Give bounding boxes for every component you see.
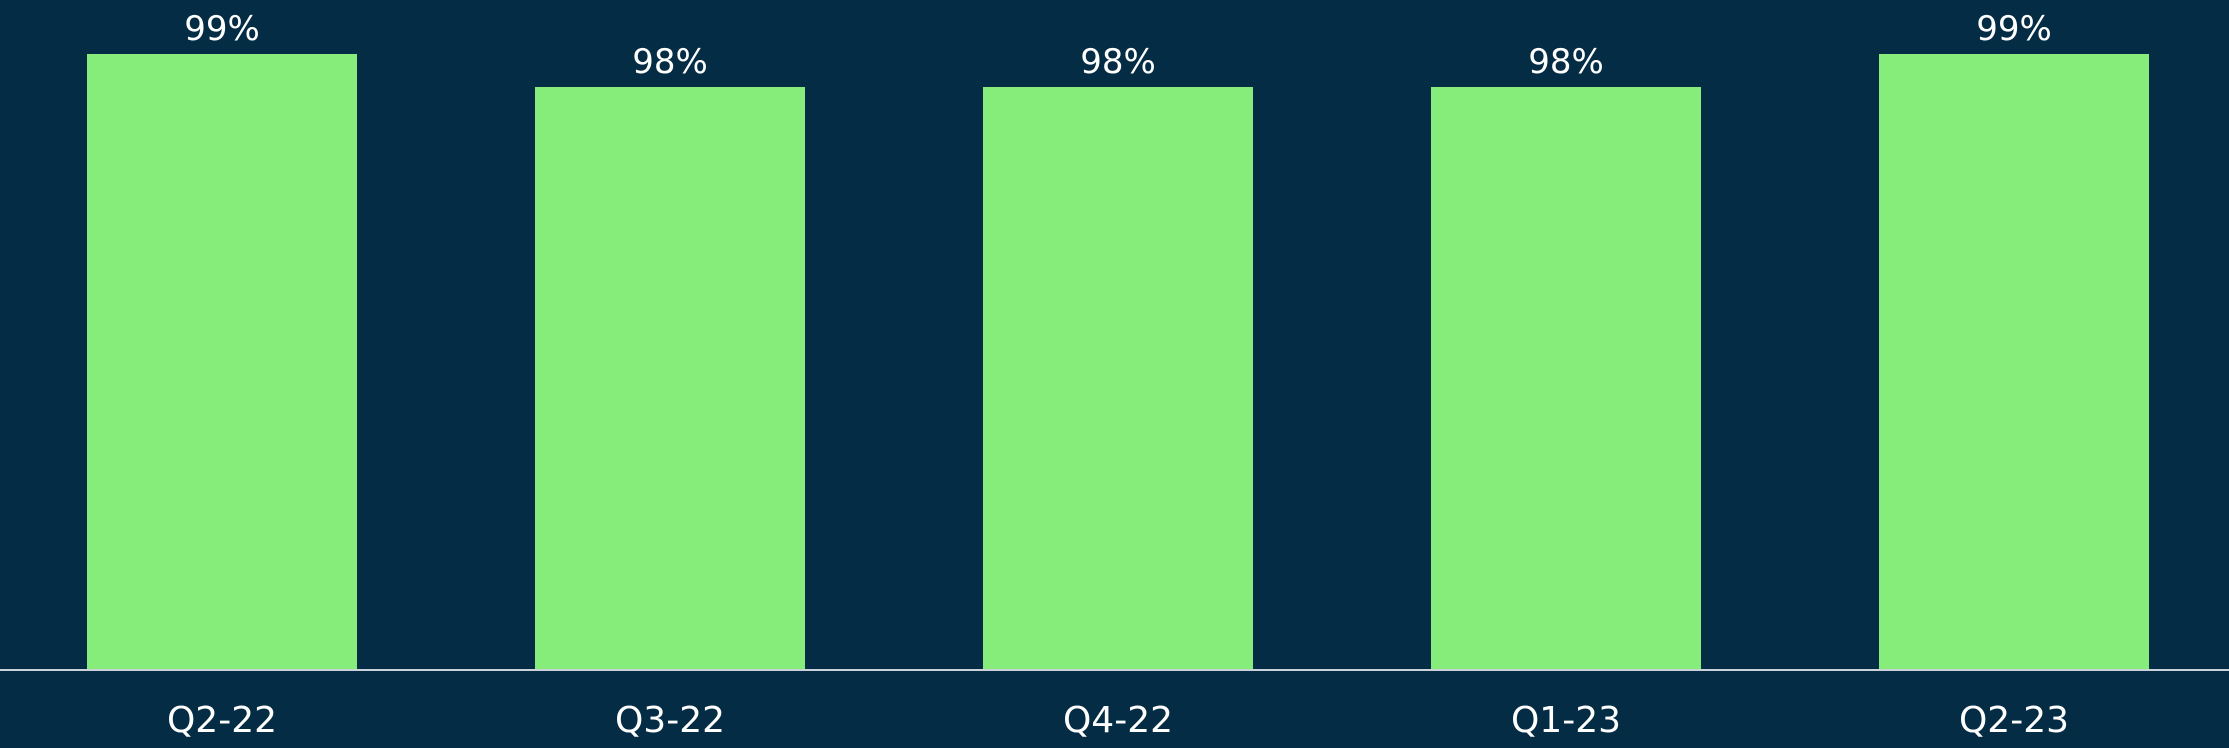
bar-q1-23: [1431, 87, 1701, 670]
bar-q2-22: [87, 54, 357, 670]
data-label-q1-23: 98%: [1528, 42, 1604, 82]
labels-layer: 99% Q2-22 98% Q3-22 98% Q4-22 98% Q1-23 99% Q2-23: [167, 9, 2069, 741]
bar-q4-22: [983, 87, 1253, 670]
bar-q2-23: [1879, 54, 2149, 670]
x-tick-label-q2-22: Q2-22: [167, 700, 277, 741]
data-label-q2-23: 99%: [1976, 9, 2052, 49]
x-tick-label-q3-22: Q3-22: [615, 700, 725, 741]
data-label-q2-22: 99%: [184, 9, 260, 49]
x-tick-label-q2-23: Q2-23: [1959, 700, 2069, 741]
data-label-q4-22: 98%: [1080, 42, 1156, 82]
bar-q3-22: [535, 87, 805, 670]
x-tick-label-q4-22: Q4-22: [1063, 700, 1173, 741]
data-label-q3-22: 98%: [632, 42, 708, 82]
bars-layer: [87, 54, 2149, 670]
x-tick-label-q1-23: Q1-23: [1511, 700, 1621, 741]
